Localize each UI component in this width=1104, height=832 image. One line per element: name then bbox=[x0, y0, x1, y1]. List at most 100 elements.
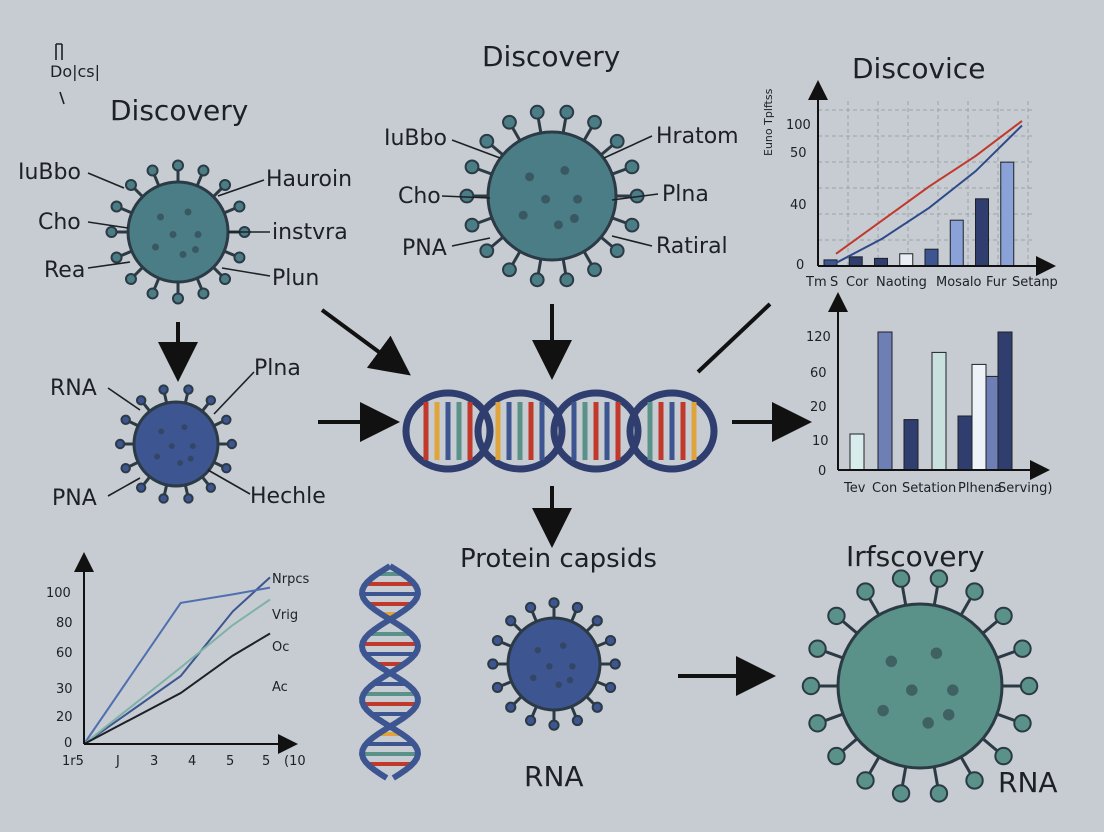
label-leader-line bbox=[603, 135, 653, 159]
virus-dot bbox=[518, 210, 528, 220]
chart2-bar bbox=[931, 351, 947, 471]
chart3-series-line bbox=[83, 576, 271, 745]
label-leader-line bbox=[451, 237, 491, 247]
virus-spike-tip bbox=[124, 178, 137, 191]
label-tl-5: instvra bbox=[272, 220, 348, 245]
chart1-xtick: Fur bbox=[986, 275, 1007, 290]
virus-body bbox=[836, 602, 1004, 770]
chart1-xtick: Cor bbox=[846, 275, 869, 290]
chart1-xtick: Mosalo bbox=[936, 275, 982, 290]
chart2-bar bbox=[997, 331, 1013, 471]
chart1-xtick: Tm bbox=[806, 275, 827, 290]
chart3-series-label: Nrpcs bbox=[272, 572, 310, 587]
chart2-xtick: Serving) bbox=[998, 481, 1053, 496]
virus-spike-tip bbox=[197, 164, 210, 177]
chart2-xtick: Tev bbox=[844, 481, 866, 496]
dna-ring-outline bbox=[550, 389, 642, 473]
chart3-ytick: 30 bbox=[56, 682, 73, 697]
title-top-center: Discovery bbox=[482, 40, 621, 73]
virus-spike-tip bbox=[221, 414, 232, 425]
label-tl-2: Cho bbox=[38, 210, 81, 235]
virus-spike-tip bbox=[591, 615, 603, 627]
virus-spike-tip bbox=[1013, 714, 1032, 733]
virus-spike-tip bbox=[587, 114, 602, 130]
virus-spike-tip bbox=[808, 714, 827, 733]
virus-spike-tip bbox=[114, 438, 126, 450]
virus-dot bbox=[525, 172, 535, 182]
connector-line bbox=[696, 302, 772, 374]
virus-spike-tip bbox=[135, 482, 147, 493]
virus-spike-tip bbox=[146, 164, 159, 177]
virus-dot bbox=[947, 684, 959, 696]
chart3-xtick: (10 bbox=[284, 754, 306, 769]
label-bottom-right-rna: RNA bbox=[998, 766, 1058, 799]
chart2-xtick: Setation bbox=[902, 481, 957, 496]
virus-spike-tip bbox=[219, 178, 232, 191]
label-ml-1: RNA bbox=[50, 376, 97, 401]
virus-spike-tip bbox=[146, 287, 159, 300]
chart1-xtick: Naoting bbox=[876, 275, 927, 290]
virus-dot bbox=[930, 647, 943, 659]
label-tc-4: Hratom bbox=[656, 124, 739, 149]
chart3-xtick: 4 bbox=[188, 754, 197, 769]
chart2-bar bbox=[903, 419, 919, 471]
virus-dot bbox=[158, 428, 165, 435]
virus-dot bbox=[534, 646, 542, 654]
virus-dot bbox=[541, 194, 551, 204]
virus-spike-tip bbox=[808, 639, 827, 658]
virus-spike-tip bbox=[124, 273, 137, 286]
virus-dot bbox=[555, 681, 562, 688]
virus-spike-tip bbox=[479, 243, 495, 259]
virus-dot bbox=[181, 424, 188, 431]
virus-spike-tip bbox=[994, 606, 1013, 626]
chart1-trend-line bbox=[835, 124, 1023, 264]
title-top-right: Discovice bbox=[852, 52, 986, 85]
chart1-bar bbox=[899, 253, 914, 267]
chart3-xtick: 1r5 bbox=[62, 754, 84, 769]
arrow-diagonal-to-dna bbox=[320, 308, 411, 376]
chart3-series-label: Vrig bbox=[272, 608, 299, 623]
label-leader-line bbox=[107, 477, 141, 497]
virus-dot bbox=[566, 676, 574, 684]
virus-body bbox=[132, 400, 220, 488]
label-tl-6: Plun bbox=[272, 266, 320, 291]
virus-spike-tip bbox=[856, 582, 875, 601]
virus-dot bbox=[192, 246, 199, 253]
label-leader-line bbox=[87, 172, 125, 189]
virus-spike-tip bbox=[891, 569, 911, 588]
helix-strand bbox=[359, 563, 422, 781]
virus-spike-tip bbox=[233, 251, 246, 264]
chart2-bar bbox=[971, 363, 987, 471]
label-tc-1: IuBbo bbox=[384, 126, 447, 151]
chart-top-right bbox=[808, 80, 1056, 276]
label-tl-3: Rea bbox=[44, 258, 86, 283]
virus-spike-tip bbox=[226, 438, 238, 450]
dna-ring bbox=[550, 389, 642, 473]
dna-ring-outline bbox=[402, 389, 494, 473]
chart2-bar bbox=[849, 433, 865, 471]
virus-mid-left bbox=[114, 384, 238, 504]
chart2-ytick: 120 bbox=[806, 330, 831, 345]
virus-dot bbox=[187, 455, 194, 462]
virus-body bbox=[486, 130, 618, 262]
dna-ring bbox=[474, 389, 566, 473]
virus-spike-tip bbox=[172, 159, 184, 172]
virus-spike-tip bbox=[604, 681, 617, 694]
virus-spike-tip bbox=[221, 463, 232, 474]
chart1-ytick: 50 bbox=[790, 146, 807, 161]
virus-dot bbox=[152, 243, 159, 251]
virus-spike-tip bbox=[929, 569, 949, 588]
dna-ring bbox=[402, 389, 494, 473]
chart2-xtick: Con bbox=[872, 481, 898, 496]
label-ml-4: Hechle bbox=[250, 484, 326, 509]
label-leader-line bbox=[441, 195, 491, 199]
virus-spike-tip bbox=[183, 493, 194, 504]
label-leader-line bbox=[217, 179, 265, 197]
virus-spike-tip bbox=[110, 200, 123, 213]
virus-spike-tip bbox=[491, 634, 504, 647]
virus-spike-tip bbox=[624, 217, 640, 233]
virus-spike-tip bbox=[827, 606, 846, 626]
virus-spike-tip bbox=[464, 217, 480, 233]
